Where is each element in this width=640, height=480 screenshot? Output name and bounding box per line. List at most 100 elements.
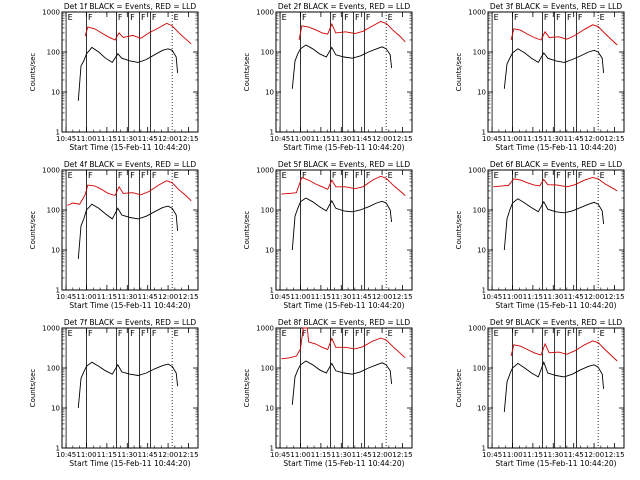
region-marker-label: F <box>302 13 307 22</box>
x-tick-label: 10:45 <box>56 451 76 459</box>
region-marker-label: F <box>88 171 93 180</box>
plot-frame <box>487 169 625 291</box>
plot-frame <box>275 169 413 291</box>
y-tick-label: 1 <box>482 129 486 137</box>
region-marker-label: F <box>118 13 123 22</box>
x-tick-label: 12:00 <box>584 451 604 459</box>
x-tick-label: 11:30 <box>117 293 137 301</box>
y-tick-label: 1000 <box>468 325 486 333</box>
region-marker-label: E <box>388 329 393 338</box>
y-tick-label: 100 <box>47 365 60 373</box>
x-axis-label: Start Time (15-Feb-11 10:44:20) <box>69 459 190 468</box>
panel-title: Det 9f BLACK = Events, RED = LLD <box>490 318 623 327</box>
y-tick-label: 100 <box>261 49 274 57</box>
x-tick-label: 11:15 <box>97 135 117 143</box>
x-tick-label: 10:45 <box>270 293 290 301</box>
region-marker-label: F <box>567 329 572 338</box>
x-tick-label: 11:30 <box>543 293 563 301</box>
y-tick-label: 100 <box>473 365 486 373</box>
series-line <box>281 175 406 196</box>
x-tick-label: 12:15 <box>392 451 412 459</box>
y-tick-label: 10 <box>477 405 486 413</box>
series-line <box>503 360 605 412</box>
x-axis-label: Start Time (15-Feb-11 10:44:20) <box>283 459 404 468</box>
region-marker-label: F <box>556 13 561 22</box>
x-tick-label: 11:00 <box>76 135 96 143</box>
detector-panel: Det 5f BLACK = Events, RED = LLD 1 10 100 10… <box>243 160 413 310</box>
x-axis-label: Start Time (15-Feb-11 10:44:20) <box>495 459 616 468</box>
region-marker-label: E <box>68 171 73 180</box>
x-tick-label: 11:30 <box>117 451 137 459</box>
detector-panel: Det 2f BLACK = Events, RED = LLD 1 10 100 10… <box>243 2 413 152</box>
y-tick-label: 1000 <box>256 9 274 17</box>
region-marker-label: F <box>130 13 135 22</box>
x-tick-label: 11:00 <box>502 293 522 301</box>
region-marker-label: F <box>332 329 337 338</box>
y-tick-label: 100 <box>47 207 60 215</box>
y-axis-label: Counts/sec <box>29 53 37 92</box>
x-tick-label: 11:30 <box>543 451 563 459</box>
y-tick-label: 100 <box>473 49 486 57</box>
plot-frame <box>275 11 413 133</box>
x-tick-label: 11:45 <box>352 451 372 459</box>
region-marker-label: F <box>578 13 583 22</box>
region-marker-label: E <box>600 329 605 338</box>
y-tick-label: 100 <box>473 207 486 215</box>
y-tick-label: 10 <box>51 89 60 97</box>
x-tick-label: 11:15 <box>523 451 543 459</box>
region-marker-label: F <box>141 329 146 338</box>
series-line <box>77 46 179 101</box>
x-tick-label: 12:15 <box>178 135 198 143</box>
series-line <box>67 180 192 206</box>
y-tick-label: 1000 <box>42 325 60 333</box>
detector-panel: Det 8f BLACK = Events, RED = LLD 1 10 100 10… <box>243 318 413 468</box>
panel-title: Det 1f BLACK = Events, RED = LLD <box>64 2 197 11</box>
region-marker-label: F <box>302 171 307 180</box>
y-tick-label: 10 <box>477 247 486 255</box>
x-tick-label: 12:00 <box>158 451 178 459</box>
x-tick-label: 11:30 <box>331 451 351 459</box>
y-axis-label: Counts/sec <box>243 211 251 250</box>
x-tick-label: 12:00 <box>584 135 604 143</box>
region-marker-label: F <box>366 13 371 22</box>
x-tick-label: 10:45 <box>482 135 502 143</box>
y-tick-label: 10 <box>265 247 274 255</box>
region-marker-label: F <box>578 171 583 180</box>
x-tick-label: 11:00 <box>290 451 310 459</box>
plot-frame <box>61 327 199 449</box>
region-marker-label: E <box>494 329 499 338</box>
panel-title: Det 8f BLACK = Events, RED = LLD <box>278 318 411 327</box>
y-tick-label: 1 <box>56 287 60 295</box>
region-marker-label: F <box>355 171 360 180</box>
region-marker-label: F <box>556 171 561 180</box>
x-tick-label: 10:45 <box>482 451 502 459</box>
region-marker-label: E <box>494 13 499 22</box>
region-marker-label: F <box>544 13 549 22</box>
region-marker-label: F <box>118 329 123 338</box>
y-tick-label: 10 <box>265 89 274 97</box>
x-tick-label: 11:45 <box>352 293 372 301</box>
region-marker-label: E <box>174 171 179 180</box>
x-tick-label: 11:15 <box>97 451 117 459</box>
y-tick-label: 1000 <box>468 167 486 175</box>
x-tick-label: 11:15 <box>523 293 543 301</box>
region-marker-label: F <box>130 171 135 180</box>
panel-title: Det 4f BLACK = Events, RED = LLD <box>64 160 197 169</box>
x-tick-label: 10:45 <box>56 135 76 143</box>
x-axis-label: Start Time (15-Feb-11 10:44:20) <box>283 143 404 152</box>
y-tick-label: 1 <box>270 129 274 137</box>
detector-panel: Det 7f BLACK = Events, RED = LLD 1 10 100 10… <box>29 318 199 468</box>
region-marker-label: F <box>578 329 583 338</box>
region-marker-label: F <box>344 329 349 338</box>
region-marker-label: E <box>600 171 605 180</box>
x-axis-label: Start Time (15-Feb-11 10:44:20) <box>69 143 190 152</box>
x-tick-label: 10:45 <box>270 135 290 143</box>
series-line <box>281 327 406 360</box>
x-tick-label: 11:45 <box>564 135 584 143</box>
region-marker-label: F <box>366 329 371 338</box>
y-tick-label: 100 <box>47 49 60 57</box>
region-marker-label: F <box>152 13 157 22</box>
region-marker-label: E <box>388 13 393 22</box>
x-tick-label: 10:45 <box>270 451 290 459</box>
x-axis-label: Start Time (15-Feb-11 10:44:20) <box>69 301 190 310</box>
